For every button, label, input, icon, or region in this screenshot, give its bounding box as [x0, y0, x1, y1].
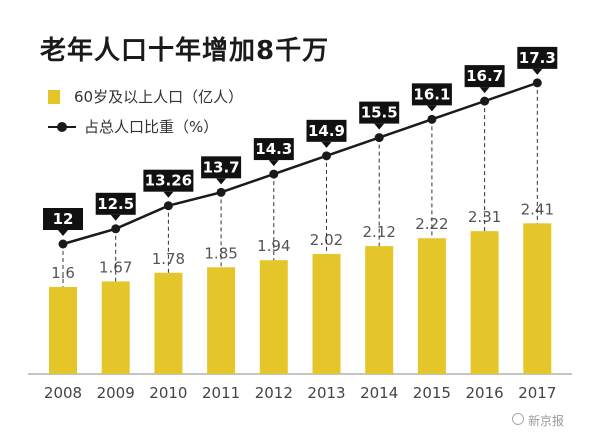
line-point: [111, 224, 121, 234]
bar: [470, 231, 499, 374]
callout-pointer: [532, 68, 543, 75]
callout-box: [517, 46, 558, 69]
bar: [417, 238, 446, 374]
line-point: [322, 151, 331, 161]
x-tick-label: 2012: [255, 384, 293, 402]
x-tick-label: 2011: [202, 384, 240, 402]
line-point: [374, 133, 384, 143]
legend-item-population: 60岁及以上人口（亿人）: [48, 86, 243, 107]
callout-pointer: [479, 87, 490, 94]
line-point: [269, 169, 279, 179]
x-tick-label: 2010: [149, 384, 187, 402]
series-line: [62, 81, 538, 246]
callout-box: [306, 119, 347, 142]
callout-pointer: [268, 160, 279, 167]
bar-value-label: 1.85: [204, 244, 237, 262]
line-point: [427, 114, 437, 124]
x-tick-label: 2009: [97, 384, 135, 402]
callout-box: [95, 192, 136, 215]
bar: [101, 281, 130, 374]
line-value-label: 14.9: [308, 122, 345, 140]
line-value-label: 13.26: [145, 172, 192, 190]
line-value-label: 15.5: [361, 104, 398, 122]
x-tick-label: 2008: [44, 384, 82, 402]
line-value-label: 12: [53, 210, 74, 228]
callout-pointer: [321, 141, 332, 148]
line-point: [163, 201, 173, 211]
bar: [365, 246, 394, 374]
callout-box: [43, 208, 83, 230]
line-value-label: 12.5: [97, 195, 134, 213]
bar: [523, 223, 552, 374]
callout-box: [464, 65, 505, 88]
legend-item-share: 占总人口比重（%）: [48, 116, 218, 137]
line-value-label: 14.3: [255, 140, 292, 158]
bar: [49, 286, 77, 374]
legend-label-share: 占总人口比重（%）: [84, 118, 219, 136]
bar: [312, 253, 341, 374]
bar-value-label: 1.78: [152, 250, 185, 268]
line-point: [480, 96, 490, 106]
chart-title: 老年人口十年增加8千万: [40, 36, 330, 66]
line-point: [58, 239, 68, 249]
x-tick-label: 2015: [413, 384, 451, 402]
bar: [154, 272, 183, 374]
line-value-label: 16.7: [466, 67, 503, 85]
line-value-label: 13.7: [203, 158, 240, 176]
bar-value-label: 2.22: [415, 215, 448, 233]
bar-value-label: 2.31: [468, 208, 501, 226]
weibo-logo-icon: [512, 413, 524, 425]
callout-box: [253, 138, 294, 161]
legend-label-population: 60岁及以上人口（亿人）: [74, 88, 244, 106]
callout-box: [411, 83, 452, 106]
callout-pointer: [58, 230, 68, 236]
callout-pointer: [426, 105, 437, 112]
callout-pointer: [110, 214, 121, 221]
x-tick-label: 2016: [466, 384, 504, 402]
line-point: [216, 187, 226, 197]
x-tick-label: 2014: [360, 384, 398, 402]
line-value-label: 17.3: [519, 49, 556, 67]
callout-pointer: [163, 191, 174, 198]
x-tick-label: 2013: [307, 384, 345, 402]
line-point: [532, 78, 542, 88]
bar: [207, 267, 236, 374]
callout-box: [143, 169, 194, 192]
legend-bar-swatch-icon: [48, 89, 60, 104]
watermark: 新京报: [528, 414, 565, 428]
callout-pointer: [216, 178, 227, 185]
callout-box: [359, 101, 400, 124]
legend-line-marker-icon: [48, 120, 76, 134]
x-tick-label: 2017: [518, 384, 556, 402]
callout-pointer: [374, 123, 385, 130]
line-value-label: 16.1: [413, 85, 450, 103]
bar: [259, 260, 288, 374]
callout-box: [201, 156, 242, 179]
